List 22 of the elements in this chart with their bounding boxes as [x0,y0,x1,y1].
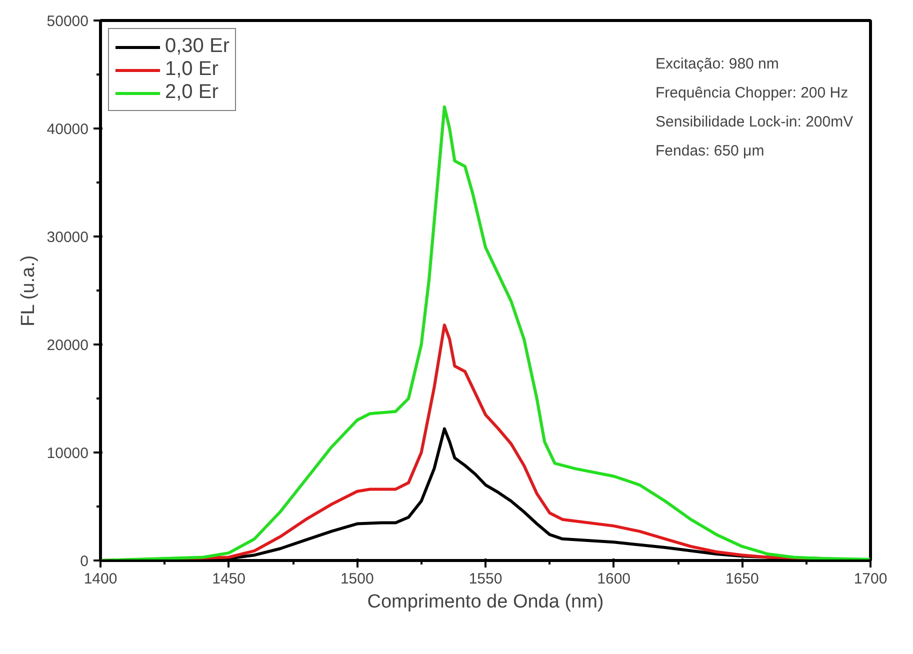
y-tick-label: 40000 [46,121,89,138]
x-tick-label: 1700 [854,570,888,588]
y-tick-label: 30000 [46,229,89,246]
annotation: Frequência Chopper: 200 Hz [656,84,848,102]
x-axis-title: Comprimento de Onda (nm) [367,592,604,612]
x-tick-label: 1500 [340,570,374,588]
x-tick-label: 1600 [597,570,631,588]
x-tick-label: 1650 [725,570,759,588]
annotation: Fendas: 650 μm [656,142,764,160]
y-axis-title: FL (u.a.) [18,255,39,326]
legend-label: 0,30 Er [165,35,230,58]
annotation: Sensibilidade Lock-in: 200mV [656,114,854,130]
x-tick-label: 1450 [212,570,246,588]
y-tick-label: 10000 [46,445,89,462]
y-tick-label: 20000 [46,337,89,354]
annotation: Excitação: 980 nm [656,56,779,72]
x-tick-label: 1550 [468,570,502,588]
legend-label: 2,0 Er [165,81,218,104]
y-tick-label: 0 [80,553,88,570]
x-tick-label: 1400 [84,570,118,588]
legend-label: 1,0 Er [165,58,218,81]
y-tick-label: 50000 [46,13,89,30]
